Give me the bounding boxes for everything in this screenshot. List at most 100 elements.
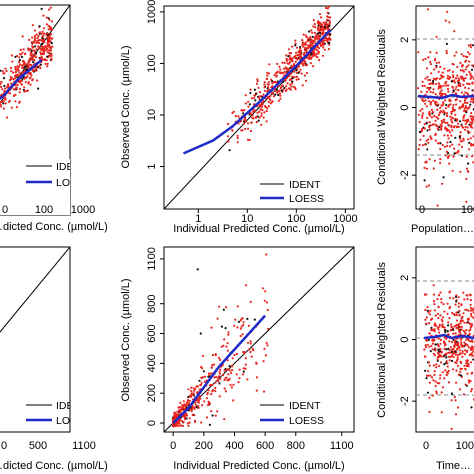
data-point <box>448 162 451 165</box>
data-point <box>251 114 254 117</box>
data-point <box>243 118 246 122</box>
data-point <box>457 323 460 326</box>
data-point <box>455 319 459 322</box>
data-point <box>31 36 34 39</box>
data-point <box>447 77 451 80</box>
y-tick-label: 100 <box>146 54 158 72</box>
data-point <box>323 26 327 29</box>
data-point <box>317 38 320 41</box>
data-point <box>261 287 264 290</box>
x-tick-label: 1000 <box>71 204 95 216</box>
data-point <box>193 389 196 392</box>
data-point <box>254 99 257 102</box>
y-tick-label: 1100 <box>146 247 158 271</box>
data-point <box>226 359 229 362</box>
data-point <box>451 70 455 73</box>
data-point <box>44 62 47 65</box>
data-point <box>23 52 27 56</box>
data-point <box>423 127 426 130</box>
data-point <box>6 116 9 119</box>
data-point <box>426 148 429 151</box>
data-point <box>469 115 472 118</box>
data-point <box>237 381 240 384</box>
data-point <box>288 61 291 64</box>
data-point <box>40 56 43 59</box>
data-point <box>34 39 37 42</box>
data-point <box>12 94 16 97</box>
data-point <box>453 109 456 112</box>
data-point <box>21 66 24 70</box>
data-point <box>456 74 459 77</box>
data-point <box>182 421 185 424</box>
data-point <box>45 47 48 50</box>
data-point <box>457 305 460 308</box>
loess-curve <box>182 28 332 155</box>
data-point <box>466 294 469 297</box>
data-point <box>438 85 441 88</box>
data-point <box>325 39 328 42</box>
y-tick-label: 600 <box>146 324 158 342</box>
data-point <box>430 326 433 329</box>
data-point <box>421 116 424 119</box>
data-point <box>457 77 460 80</box>
data-point <box>435 116 438 119</box>
data-point <box>327 16 330 19</box>
x-tick-label: 0 <box>419 204 425 216</box>
data-point <box>444 369 447 372</box>
data-point <box>21 60 24 63</box>
data-point <box>462 54 465 58</box>
data-point <box>192 387 195 390</box>
data-point <box>319 42 322 46</box>
data-point <box>244 367 247 370</box>
data-point <box>188 421 191 424</box>
data-point <box>470 312 473 316</box>
data-point <box>50 37 53 40</box>
x-axis-label: Individual Predicted Conc. (µmol/L) <box>173 223 344 235</box>
data-point <box>466 126 469 129</box>
data-point <box>452 297 455 300</box>
data-point <box>18 91 21 94</box>
data-point <box>253 94 256 97</box>
data-point <box>468 354 471 357</box>
data-point <box>21 35 24 38</box>
axis-ticks: 2 0 -2 <box>399 275 416 406</box>
data-point <box>433 293 436 296</box>
data-point <box>312 19 315 22</box>
data-point <box>449 115 452 118</box>
data-point <box>267 105 270 108</box>
data-point <box>454 88 457 91</box>
data-point <box>437 328 440 331</box>
data-point <box>443 377 446 380</box>
data-point <box>303 51 306 54</box>
data-point <box>469 125 472 128</box>
data-point <box>242 323 245 327</box>
data-point <box>427 8 430 11</box>
data-point <box>285 57 288 60</box>
data-point <box>424 369 427 372</box>
data-point <box>447 381 450 384</box>
data-point <box>291 80 294 83</box>
data-point <box>315 55 318 58</box>
data-point <box>46 40 50 43</box>
data-point <box>449 355 452 359</box>
legend: IDENT LOESS <box>26 400 70 427</box>
x-axis-label: Individual Predicted Conc. (µmol/L) <box>173 460 344 472</box>
data-point <box>239 334 242 338</box>
data-point <box>35 33 38 36</box>
data-point <box>460 154 464 157</box>
data-point <box>255 389 258 392</box>
data-point <box>17 65 21 68</box>
data-point <box>42 51 45 55</box>
data-point <box>466 372 469 375</box>
data-point <box>447 333 450 336</box>
data-point <box>457 149 460 152</box>
data-point <box>3 84 6 88</box>
data-point <box>269 94 272 97</box>
data-point <box>455 311 458 314</box>
data-point <box>429 318 433 321</box>
data-point <box>447 351 450 354</box>
data-point <box>454 332 457 335</box>
data-point <box>49 47 53 50</box>
data-point <box>50 54 53 57</box>
data-point <box>444 82 447 85</box>
